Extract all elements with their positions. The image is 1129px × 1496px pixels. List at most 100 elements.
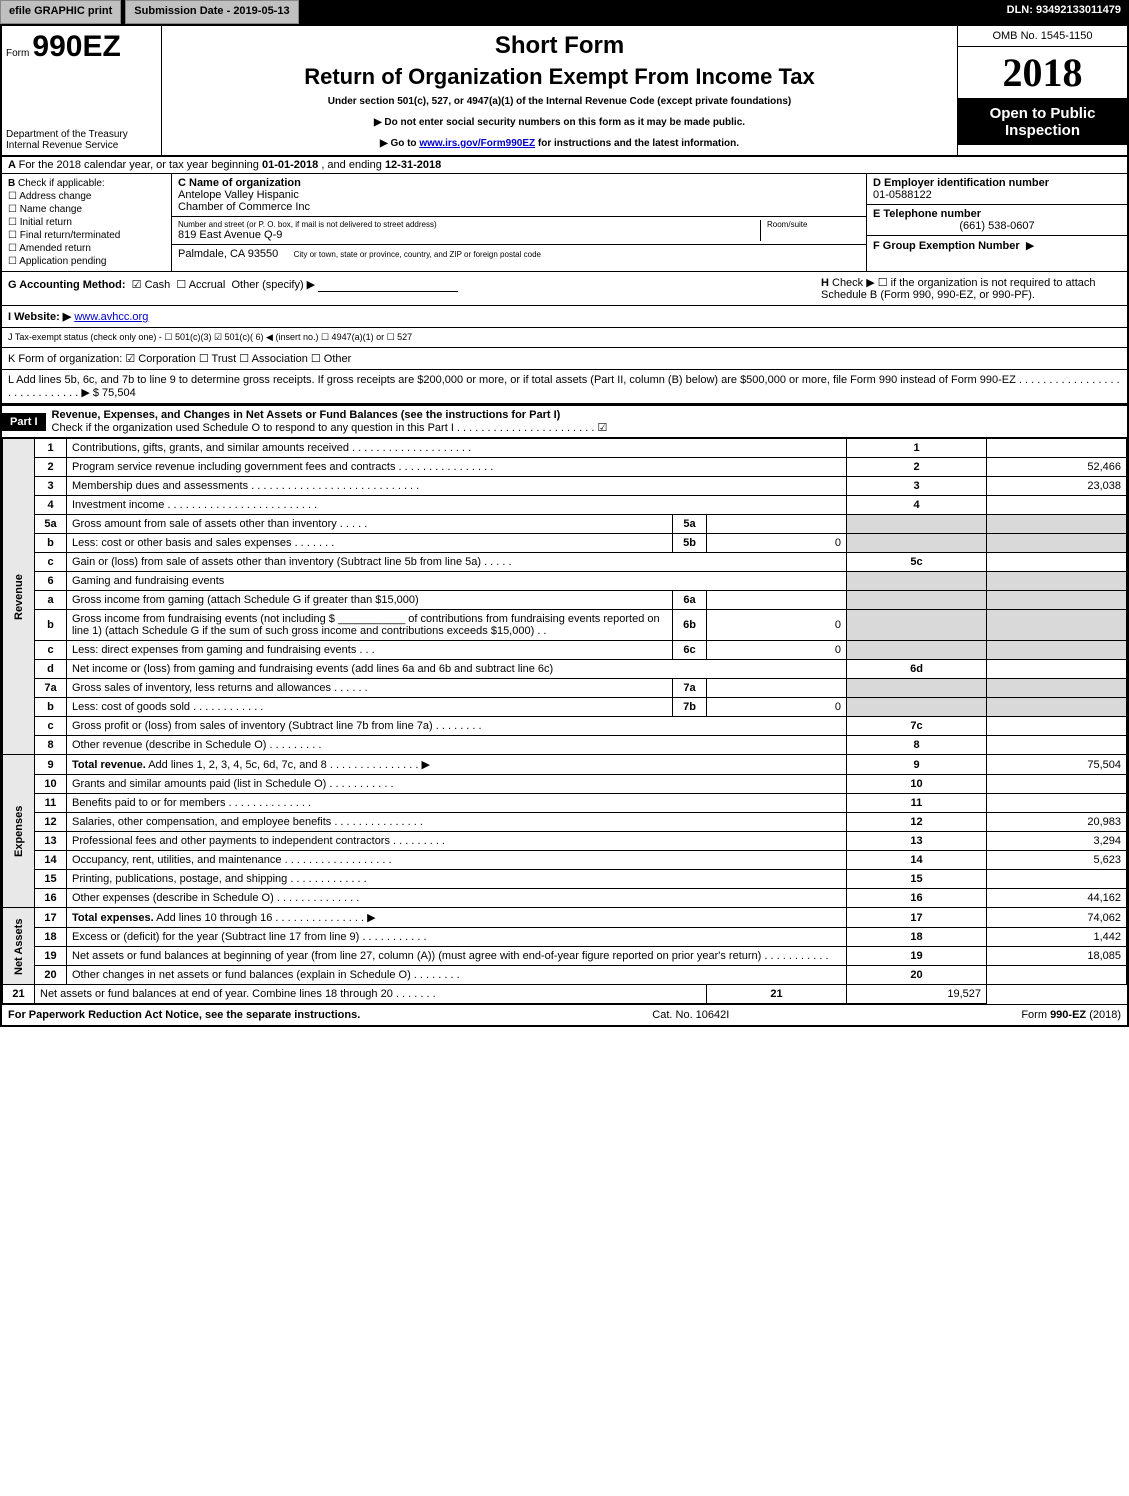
main-table: Revenue1Contributions, gifts, grants, an… bbox=[2, 438, 1127, 1004]
table-row: 11Benefits paid to or for members . . . … bbox=[3, 794, 1127, 813]
city-label: City or town, state or province, country… bbox=[294, 250, 541, 259]
header-left: Form 990EZ Department of the Treasury In… bbox=[2, 26, 162, 155]
part1-header: Part I Revenue, Expenses, and Changes in… bbox=[2, 404, 1127, 438]
line-box: 18 bbox=[847, 928, 987, 947]
c-street: Number and street (or P. O. box, if mail… bbox=[172, 217, 866, 245]
table-row: Revenue1Contributions, gifts, grants, an… bbox=[3, 439, 1127, 458]
table-row: 15Printing, publications, postage, and s… bbox=[3, 870, 1127, 889]
j-text: J Tax-exempt status (check only one) - ☐… bbox=[8, 332, 412, 342]
g-cash[interactable]: Cash bbox=[145, 279, 171, 291]
line-amount bbox=[987, 439, 1127, 458]
table-row: 2Program service revenue including gover… bbox=[3, 458, 1127, 477]
line-amount bbox=[987, 870, 1127, 889]
row-number: 9 bbox=[35, 755, 67, 775]
form-prefix: Form bbox=[6, 48, 29, 59]
table-row: 5aGross amount from sale of assets other… bbox=[3, 515, 1127, 534]
open-to-public: Open to Public Inspection bbox=[958, 99, 1127, 145]
part1-desc: Revenue, Expenses, and Changes in Net As… bbox=[46, 406, 1127, 437]
table-row: 12Salaries, other compensation, and empl… bbox=[3, 813, 1127, 832]
org-name1: Antelope Valley Hispanic bbox=[178, 189, 860, 201]
line-amount: 5,623 bbox=[987, 851, 1127, 870]
row-desc: Occupancy, rent, utilities, and maintena… bbox=[67, 851, 847, 870]
row-number: 6 bbox=[35, 572, 67, 591]
c-city: Palmdale, CA 93550 City or town, state o… bbox=[172, 245, 866, 263]
row-number: 5a bbox=[35, 515, 67, 534]
d-label: D Employer identification number bbox=[873, 177, 1049, 189]
website-link[interactable]: www.avhcc.org bbox=[74, 311, 148, 323]
efile-print-button[interactable]: efile GRAPHIC print bbox=[0, 0, 121, 24]
row-desc: Gross sales of inventory, less returns a… bbox=[67, 679, 673, 698]
row-desc: Benefits paid to or for members . . . . … bbox=[67, 794, 847, 813]
col-b: B Check if applicable: ☐ Address change … bbox=[2, 174, 172, 271]
row-desc: Printing, publications, postage, and shi… bbox=[67, 870, 847, 889]
row-desc: Net assets or fund balances at end of ye… bbox=[35, 985, 707, 1004]
g-accrual[interactable]: Accrual bbox=[189, 279, 226, 291]
side-netassets: Net Assets bbox=[3, 908, 35, 985]
inner-box-label: 6c bbox=[673, 641, 707, 660]
line-box: 2 bbox=[847, 458, 987, 477]
footer-right: Form 990-EZ (2018) bbox=[1021, 1009, 1121, 1021]
goto-pre: ▶ Go to bbox=[380, 138, 419, 149]
table-row: cGross profit or (loss) from sales of in… bbox=[3, 717, 1127, 736]
row-number: 19 bbox=[35, 947, 67, 966]
h-check: H Check ▶ ☐ if the organization is not r… bbox=[821, 276, 1121, 301]
row-desc: Contributions, gifts, grants, and simila… bbox=[67, 439, 847, 458]
row-desc: Less: cost or other basis and sales expe… bbox=[67, 534, 673, 553]
inner-box-label: 5b bbox=[673, 534, 707, 553]
table-row: bLess: cost or other basis and sales exp… bbox=[3, 534, 1127, 553]
room-label: Room/suite bbox=[767, 220, 860, 229]
row-number: b bbox=[35, 698, 67, 717]
form-number: 990EZ bbox=[32, 30, 120, 63]
chk-initial[interactable]: ☐ Initial return bbox=[8, 216, 165, 229]
shade-amt bbox=[987, 641, 1127, 660]
shade-amt bbox=[987, 591, 1127, 610]
row-number: c bbox=[35, 717, 67, 736]
header-right: OMB No. 1545-1150 2018 Open to Public In… bbox=[957, 26, 1127, 155]
g-accounting: G Accounting Method: ☑ Cash ☐ Accrual Ot… bbox=[8, 276, 821, 301]
under-section: Under section 501(c), 527, or 4947(a)(1)… bbox=[170, 96, 949, 107]
row-number: 8 bbox=[35, 736, 67, 755]
shade-amt bbox=[987, 610, 1127, 641]
shade-box bbox=[847, 698, 987, 717]
chk-amended[interactable]: ☐ Amended return bbox=[8, 242, 165, 255]
line-box: 20 bbox=[847, 966, 987, 985]
line-amount bbox=[987, 966, 1127, 985]
a-pre: For the 2018 calendar year, or tax year … bbox=[19, 159, 262, 171]
line-box: 21 bbox=[707, 985, 847, 1004]
g-other-input[interactable] bbox=[318, 276, 458, 292]
row-desc: Membership dues and assessments . . . . … bbox=[67, 477, 847, 496]
table-row: cLess: direct expenses from gaming and f… bbox=[3, 641, 1127, 660]
e-value: (661) 538-0607 bbox=[873, 220, 1121, 232]
line-box: 9 bbox=[847, 755, 987, 775]
chk-final[interactable]: ☐ Final return/terminated bbox=[8, 229, 165, 242]
shade-amt bbox=[987, 572, 1127, 591]
e-label: E Telephone number bbox=[873, 208, 981, 220]
line-amount: 44,162 bbox=[987, 889, 1127, 908]
row-desc: Less: direct expenses from gaming and fu… bbox=[67, 641, 673, 660]
shade-box bbox=[847, 641, 987, 660]
g-other[interactable]: Other (specify) ▶ bbox=[232, 279, 316, 291]
table-row: Net Assets17Total expenses. Add lines 10… bbox=[3, 908, 1127, 928]
chk-address[interactable]: ☐ Address change bbox=[8, 190, 165, 203]
shade-box bbox=[847, 679, 987, 698]
d-ein: D Employer identification number 01-0588… bbox=[867, 174, 1127, 205]
line-box: 10 bbox=[847, 775, 987, 794]
table-row: cGain or (loss) from sale of assets othe… bbox=[3, 553, 1127, 572]
row-desc: Other revenue (describe in Schedule O) .… bbox=[67, 736, 847, 755]
irs-link[interactable]: www.irs.gov/Form990EZ bbox=[419, 138, 535, 149]
submission-date: Submission Date - 2019-05-13 bbox=[125, 0, 298, 24]
line-amount: 3,294 bbox=[987, 832, 1127, 851]
chk-pending[interactable]: ☐ Application pending bbox=[8, 255, 165, 268]
shade-box bbox=[847, 534, 987, 553]
shade-amt bbox=[987, 534, 1127, 553]
row-number: 11 bbox=[35, 794, 67, 813]
row-desc: Investment income . . . . . . . . . . . … bbox=[67, 496, 847, 515]
table-row: dNet income or (loss) from gaming and fu… bbox=[3, 660, 1127, 679]
row-number: 12 bbox=[35, 813, 67, 832]
row-number: 3 bbox=[35, 477, 67, 496]
dln-label: DLN: 93492133011479 bbox=[999, 0, 1129, 24]
part1-check: Check if the organization used Schedule … bbox=[52, 422, 608, 434]
chk-name[interactable]: ☐ Name change bbox=[8, 203, 165, 216]
shade-box bbox=[847, 610, 987, 641]
l-value: 75,504 bbox=[102, 387, 136, 399]
